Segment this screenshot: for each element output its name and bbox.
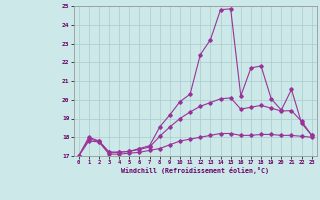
X-axis label: Windchill (Refroidissement éolien,°C): Windchill (Refroidissement éolien,°C) — [121, 167, 269, 174]
